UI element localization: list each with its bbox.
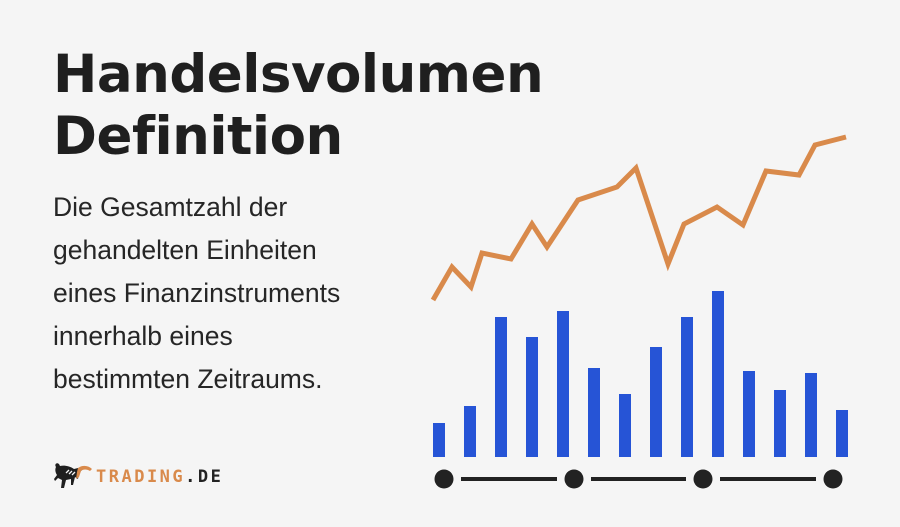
price-line bbox=[430, 134, 847, 302]
definition-line: gehandelten Einheiten bbox=[53, 235, 317, 265]
volume-bar bbox=[836, 410, 848, 457]
definition-text: Die Gesamtzahl der gehandelten Einheiten… bbox=[53, 186, 423, 401]
volume-bar bbox=[743, 371, 755, 457]
volume-bar bbox=[433, 423, 445, 457]
timeline-marker bbox=[823, 469, 843, 489]
timeline-axis bbox=[434, 469, 843, 489]
page-title: Handelsvolumen Definition bbox=[53, 44, 544, 168]
definition-line: bestimmten Zeitraums. bbox=[53, 364, 323, 394]
volume-bar bbox=[774, 390, 786, 457]
logo-text-main: TRADING bbox=[96, 467, 186, 487]
timeline-marker bbox=[693, 469, 713, 489]
volume-bar bbox=[805, 373, 817, 457]
definition-line: Die Gesamtzahl der bbox=[53, 192, 288, 222]
title-line-2: Definition bbox=[53, 106, 343, 167]
bull-icon bbox=[54, 463, 92, 488]
title-line-1: Handelsvolumen bbox=[53, 44, 544, 105]
volume-bars bbox=[433, 291, 848, 457]
timeline-marker bbox=[434, 469, 454, 489]
volume-bar bbox=[588, 368, 600, 457]
volume-bar bbox=[712, 291, 724, 457]
volume-bar bbox=[681, 317, 693, 457]
definition-line: eines Finanzinstruments bbox=[53, 278, 341, 308]
logo-text-suffix: .DE bbox=[185, 467, 224, 487]
timeline-marker bbox=[564, 469, 584, 489]
volume-bar bbox=[495, 317, 507, 457]
volume-bar bbox=[557, 311, 569, 457]
volume-bar bbox=[526, 337, 538, 457]
volume-bar bbox=[619, 394, 631, 457]
definition-line: innerhalb eines bbox=[53, 321, 233, 351]
volume-bar bbox=[464, 406, 476, 457]
brand-logo: TRADING.DE bbox=[52, 460, 223, 494]
volume-bar bbox=[650, 347, 662, 457]
logo-text: TRADING.DE bbox=[96, 467, 223, 487]
